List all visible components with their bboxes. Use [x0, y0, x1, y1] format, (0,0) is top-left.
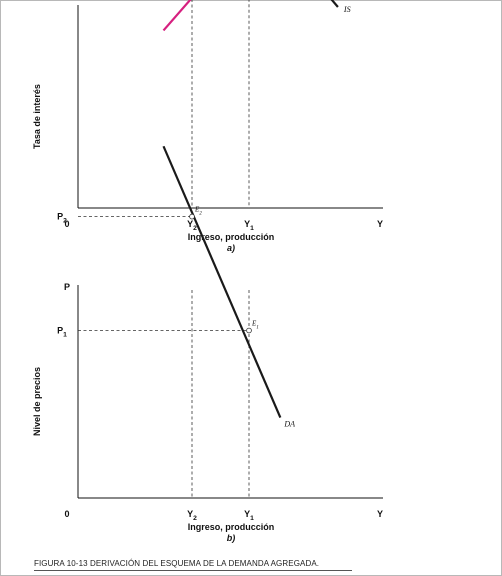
x-tick-a-y2: Y2: [187, 219, 197, 232]
origin-label-b: 0: [64, 509, 69, 519]
equilibrium-label-b-e2: E2: [194, 206, 202, 217]
series-label-da: DA: [283, 420, 295, 429]
panel-label-a: a): [227, 243, 235, 253]
series-lm1-line: [162, 0, 192, 32]
series-label-is: IS: [343, 5, 351, 14]
series-da-line: [162, 145, 282, 419]
caption-rule: [34, 570, 352, 571]
series-is-line: [330, 0, 339, 8]
x-axis-title-a: Ingreso, producción: [188, 232, 275, 242]
x-axis-title-b: Ingreso, producción: [188, 522, 275, 532]
x-tick-a-y1: Y1: [244, 219, 254, 232]
y-axis-title-b: Nivel de precios: [32, 367, 42, 436]
x-axis-end-label-b: Y: [377, 509, 383, 519]
origin-label-a: 0: [64, 219, 69, 229]
y-tick-b-p1: P1: [57, 326, 67, 339]
x-axis-end-label-a: Y: [377, 219, 383, 229]
figure-caption: FIGURA 10-13 DERIVACIÓN DEL ESQUEMA DE L…: [34, 559, 320, 568]
equilibrium-point-b-e2: [189, 213, 195, 220]
y-axis-end-label-b: P: [64, 282, 70, 292]
x-tick-b-y2: Y2: [187, 509, 197, 522]
y-axis-title-a: Tasa de interés: [32, 84, 42, 149]
panel-label-b: b): [227, 533, 236, 543]
equilibrium-point-b-e1: [246, 327, 252, 334]
y-tick-b-p2: P2: [57, 212, 67, 225]
x-tick-b-y1: Y1: [244, 509, 254, 522]
equilibrium-label-b-e1: E1: [251, 320, 259, 331]
